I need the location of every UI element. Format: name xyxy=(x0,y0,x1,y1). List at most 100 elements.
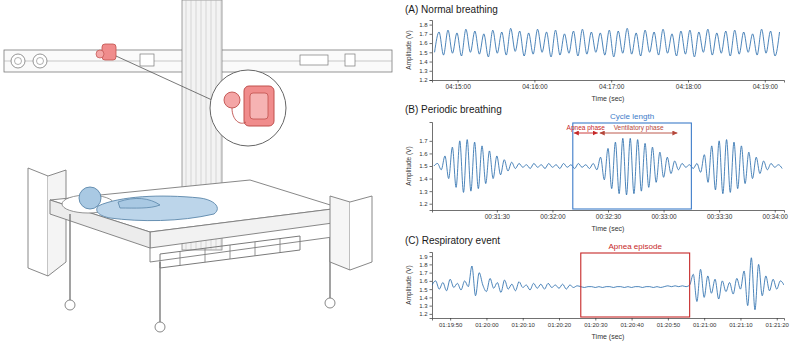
bed-rail-bar xyxy=(180,251,181,265)
sensor-zoom xyxy=(244,86,274,126)
tick-label: 1.8 xyxy=(419,22,428,28)
bed-rail-bar xyxy=(230,245,231,259)
tick: 1.6 xyxy=(419,151,432,157)
tick: 1.3 xyxy=(419,189,432,195)
annotation-arrow xyxy=(574,133,598,134)
chart-title: (B) Periodic breathing xyxy=(405,104,502,115)
bed-leg xyxy=(159,262,160,322)
tick: 1.7 xyxy=(419,138,432,144)
tick-label: 00:31:30 xyxy=(485,213,511,220)
bed-headboard xyxy=(48,170,66,276)
tick-label: 01:20:30 xyxy=(584,322,608,328)
bed-rail-bar xyxy=(205,248,206,262)
wall-outlet xyxy=(33,54,47,68)
patient-head xyxy=(79,187,101,209)
annotation-arrow xyxy=(600,133,678,134)
tick: 1.4 xyxy=(419,295,432,301)
tick-mark xyxy=(559,318,560,321)
plot-area xyxy=(435,28,780,57)
tick-mark xyxy=(430,256,433,257)
wall-outlet-inner xyxy=(37,58,44,65)
tick: 1.7 xyxy=(419,270,432,276)
tick-mark xyxy=(430,153,433,154)
tick-mark xyxy=(450,318,451,321)
tick-mark xyxy=(430,314,433,315)
tick-mark xyxy=(430,52,433,53)
tick: 1.5 xyxy=(419,163,432,169)
tick: 04:18:00 xyxy=(676,80,702,90)
annotation-label: Apnea episode xyxy=(609,242,663,251)
tick-label: 1.8 xyxy=(419,262,428,268)
bed-wheel xyxy=(65,300,75,310)
tick: 01:20:40 xyxy=(620,318,644,328)
tick-label: 1.5 xyxy=(419,50,428,56)
tick-label: 1.7 xyxy=(419,31,428,37)
tick: 00:31:30 xyxy=(485,210,511,220)
tick-label: 1.2 xyxy=(419,77,428,83)
wall-panel xyxy=(140,54,154,66)
tick-label: 1.5 xyxy=(419,163,428,169)
illustration xyxy=(4,0,392,332)
tick-mark xyxy=(430,273,433,274)
bed-leg xyxy=(69,214,70,300)
patient-arm xyxy=(118,198,160,208)
tick-label: 1.3 xyxy=(419,303,428,309)
tick: 04:19:00 xyxy=(753,80,779,90)
sensor xyxy=(102,44,116,60)
tick: 1.2 xyxy=(419,311,432,317)
tick-label: 1.4 xyxy=(419,59,428,65)
tick: 1.8 xyxy=(419,262,432,268)
y-axis-title: Amplitude (V) xyxy=(405,265,413,304)
tick: 01:20:50 xyxy=(657,318,681,328)
tick: 01:20:30 xyxy=(584,318,608,328)
signal-line xyxy=(432,258,784,310)
tick-mark xyxy=(430,281,433,282)
y-axis: 1.21.31.41.51.61.71.8 xyxy=(419,21,432,84)
annotation-box xyxy=(573,123,692,209)
tick-label: 1.9 xyxy=(419,254,428,260)
tick-label: 01:21:00 xyxy=(693,322,717,328)
x-axis: 01:19:5001:20:0001:20:1001:20:2001:20:30… xyxy=(433,318,790,328)
tick: 01:21:00 xyxy=(693,318,717,328)
tick-mark xyxy=(430,179,433,180)
chart-title: (C) Respiratory event xyxy=(405,235,500,246)
tick-label: 00:32:00 xyxy=(540,213,566,220)
tick: 00:32:00 xyxy=(540,210,566,220)
tick: 01:20:10 xyxy=(512,318,536,328)
sensor-zoom-wire xyxy=(232,108,246,123)
tick-mark xyxy=(430,289,433,290)
tick-mark xyxy=(430,141,433,142)
tick-label: 1.7 xyxy=(419,138,428,144)
tick-mark xyxy=(430,62,433,63)
tick-mark xyxy=(430,264,433,265)
tick: 00:32:30 xyxy=(596,210,622,220)
tick: 01:20:00 xyxy=(475,318,499,328)
chart-title: (A) Normal breathing xyxy=(405,4,498,15)
x-axis-title: Time (sec) xyxy=(592,225,625,233)
tick-mark xyxy=(740,318,741,321)
tick: 04:15:00 xyxy=(445,80,471,90)
tick-label: 04:19:00 xyxy=(753,83,779,90)
annotation: Apnea episode xyxy=(581,242,690,317)
x-axis-title: Time (sec) xyxy=(592,95,625,103)
tick-mark xyxy=(777,318,778,321)
tick-mark xyxy=(430,34,433,35)
tick-label: 04:15:00 xyxy=(445,83,471,90)
tick-label: 01:21:10 xyxy=(729,322,753,328)
tick-label: 00:33:30 xyxy=(707,213,733,220)
magnifier-leader xyxy=(116,56,212,100)
y-axis-line xyxy=(430,253,433,319)
patient-body xyxy=(97,196,218,221)
tick-label: 01:20:00 xyxy=(475,322,499,328)
tick: 01:21:20 xyxy=(766,318,790,328)
tick-label: 04:16:00 xyxy=(522,83,548,90)
x-axis: 04:15:0004:16:0004:17:0004:18:0004:19:00 xyxy=(433,80,785,90)
tick-mark xyxy=(595,318,596,321)
y-axis-title: Amplitude (V) xyxy=(405,146,413,185)
tick: 1.2 xyxy=(419,77,432,83)
sensor-zoom-face xyxy=(250,93,268,119)
tick-mark xyxy=(430,25,433,26)
chart: (A) Normal breathing 04:15:00 04:16:00 04:1… xyxy=(405,4,785,103)
tick-mark xyxy=(430,306,433,307)
tick-label: 00:34:00 xyxy=(763,213,789,220)
